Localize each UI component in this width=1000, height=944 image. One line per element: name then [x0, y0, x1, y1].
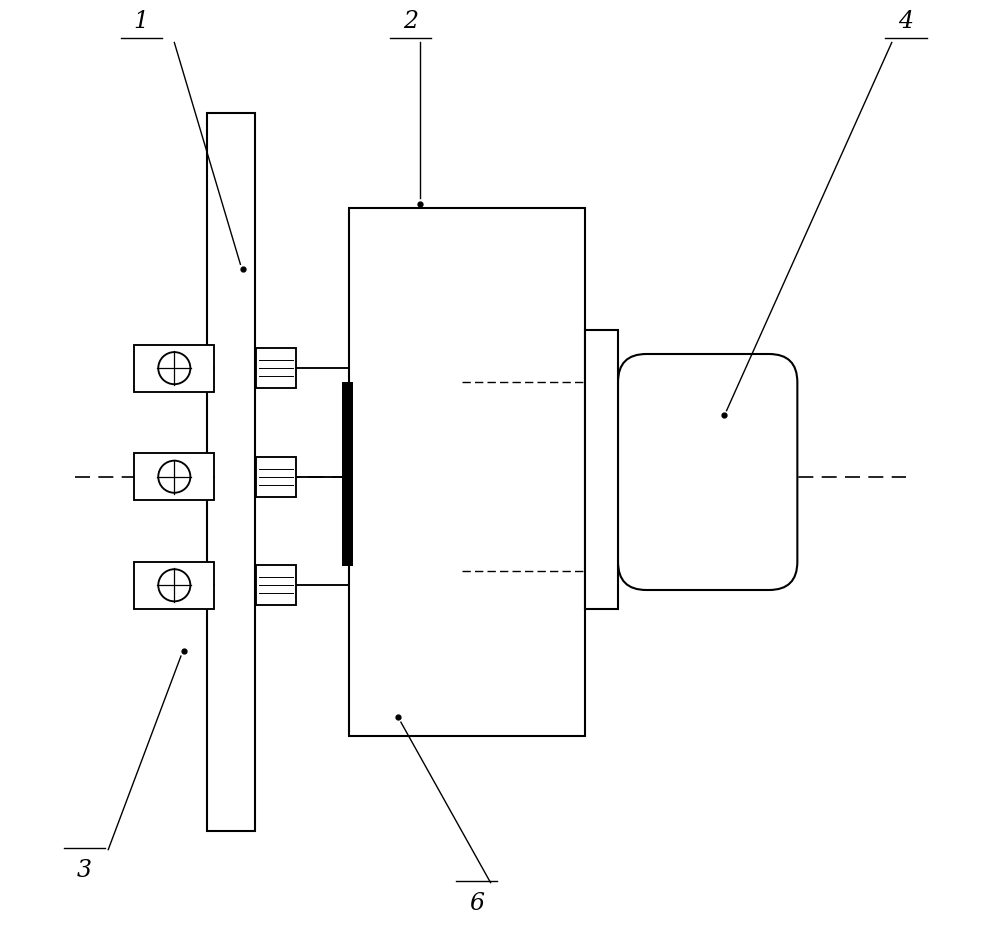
- Text: 1: 1: [134, 10, 149, 33]
- Text: 4: 4: [898, 10, 913, 33]
- Bar: [134, 562, 214, 609]
- FancyBboxPatch shape: [618, 354, 797, 590]
- Bar: [256, 565, 296, 605]
- Circle shape: [158, 461, 190, 493]
- Bar: [585, 330, 618, 609]
- Bar: [342, 382, 353, 566]
- Text: 6: 6: [469, 892, 484, 915]
- Bar: [256, 457, 296, 497]
- Text: 2: 2: [403, 10, 418, 33]
- Bar: [134, 345, 214, 392]
- Bar: [349, 208, 585, 736]
- Bar: [134, 453, 214, 500]
- Text: 3: 3: [77, 859, 92, 882]
- Bar: [256, 348, 296, 388]
- Circle shape: [158, 352, 190, 384]
- Circle shape: [158, 569, 190, 601]
- Bar: [207, 113, 255, 831]
